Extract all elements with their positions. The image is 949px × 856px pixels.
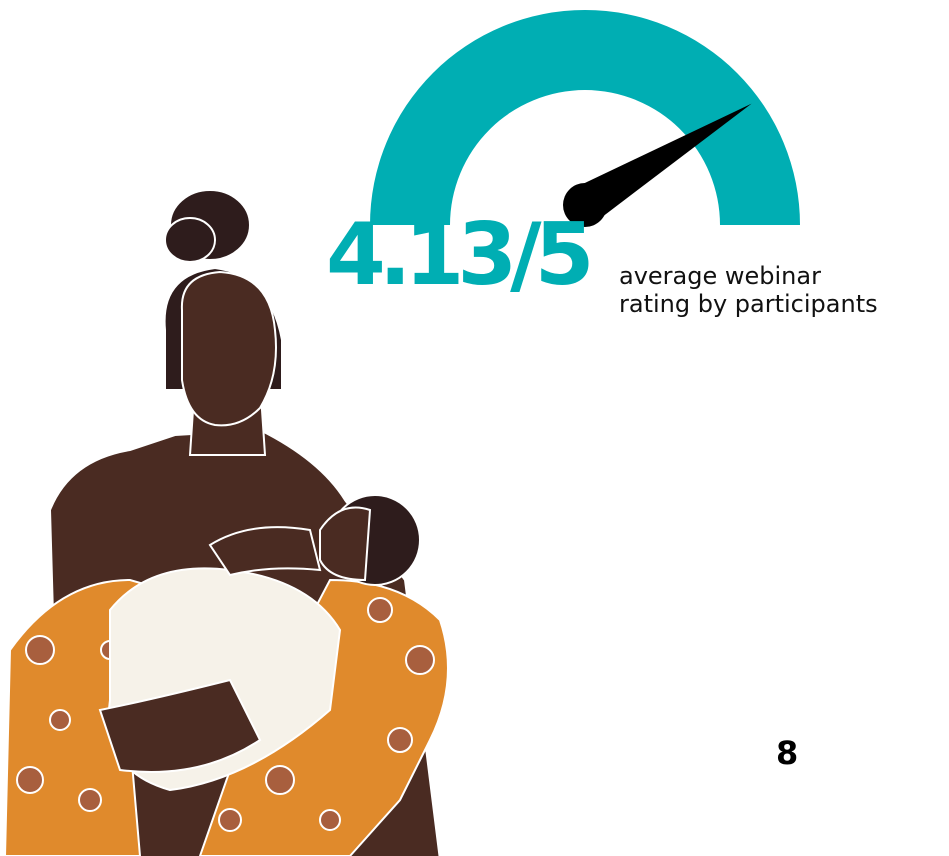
rating-caption-line1: average webinar xyxy=(619,262,821,290)
gauge-needle xyxy=(574,103,752,223)
page-number: 8 xyxy=(776,734,799,772)
rating-gauge xyxy=(370,10,800,227)
rating-caption: average webinar rating by participants xyxy=(619,262,878,318)
rating-caption-line2: rating by participants xyxy=(619,290,878,318)
gauge-arc xyxy=(370,10,800,225)
gauge-needle-hub xyxy=(563,183,607,227)
mother-and-baby-illustration xyxy=(3,189,449,856)
rating-value: 4.13/5 xyxy=(326,205,594,305)
